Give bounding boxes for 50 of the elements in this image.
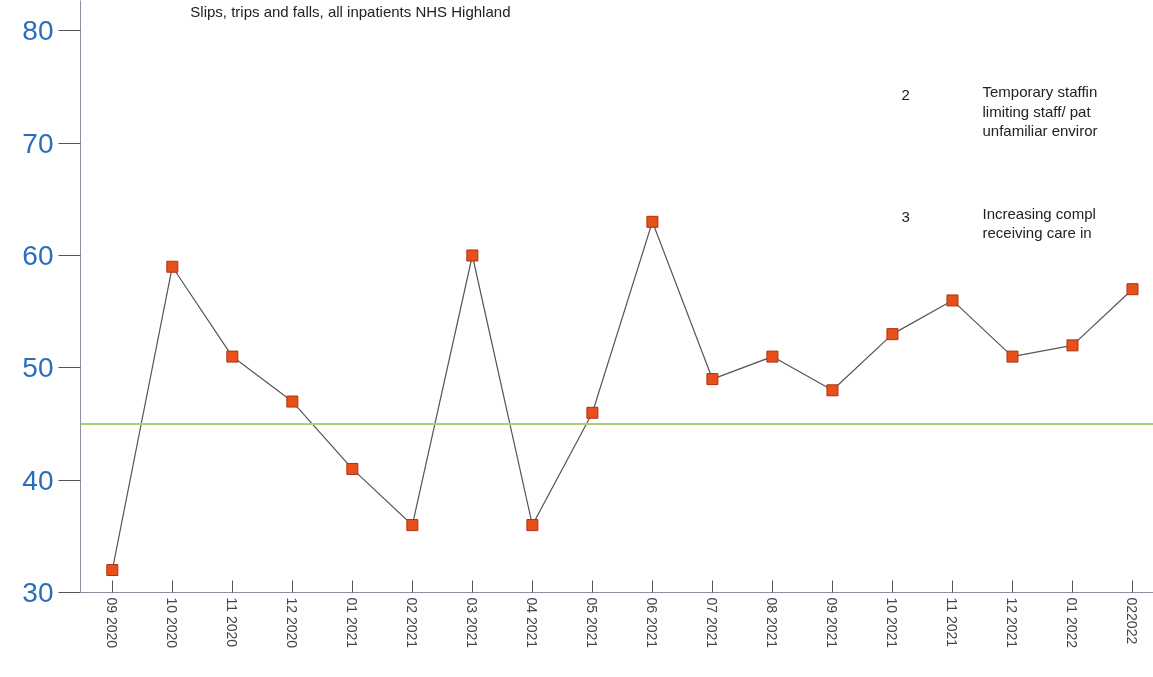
x-tick-label: 09 2020: [104, 597, 121, 649]
x-tick-label: 08 2021: [764, 597, 781, 649]
x-tick-label: 10 2021: [884, 597, 901, 649]
x-tick-label: 06 2021: [644, 597, 661, 649]
point: [826, 384, 839, 397]
y-tick-label: 30: [22, 577, 54, 608]
x-tick-label: 11 2020: [224, 597, 241, 648]
y-tick-label: 80: [22, 15, 54, 47]
point: [346, 462, 359, 475]
point: [946, 294, 959, 307]
annotation: receiving care in: [982, 223, 1092, 241]
x-tick-label: 11 2021: [944, 597, 961, 648]
point: [286, 395, 299, 408]
point: [646, 215, 659, 228]
point: [466, 249, 479, 262]
point: [886, 328, 899, 341]
point: [526, 519, 539, 532]
point: [406, 519, 419, 532]
x-tick-label: 12 2020: [284, 597, 301, 649]
annotation: limiting staff/ pat: [982, 102, 1092, 120]
annotation: Temporary staffin: [982, 83, 1098, 101]
point: [1126, 283, 1139, 296]
x-tick-label: 05 2021: [584, 597, 601, 649]
point: [1006, 350, 1019, 363]
point: [586, 406, 599, 419]
x-tick-label: 01 2021: [344, 597, 361, 649]
point: [706, 373, 719, 386]
annotation: unfamiliar enviror: [982, 121, 1098, 139]
point: [1066, 339, 1079, 352]
x-tick-label: 07 2021: [704, 597, 721, 649]
y-tick-label: 70: [22, 127, 54, 159]
annotation: 3: [901, 207, 910, 225]
x-tick-label: 022022: [1124, 597, 1141, 645]
annotation: 2: [901, 86, 910, 104]
y-tick-label: 60: [22, 240, 54, 271]
point: [226, 350, 239, 363]
x-tick-label: 12 2021: [1004, 597, 1021, 649]
point: [166, 260, 179, 273]
x-tick-label: 01 2022: [1064, 597, 1081, 649]
x-tick-label: 10 2020: [164, 597, 181, 649]
annotation: Increasing compl: [982, 204, 1096, 222]
chart-title: Slips, trips and falls, all inpatients NHS Highland: [190, 2, 511, 20]
x-tick-label: 09 2021: [824, 597, 841, 649]
y-tick-label: 40: [22, 464, 54, 496]
y-tick-label: 50: [22, 352, 54, 384]
x-tick-label: 04 2021: [524, 597, 541, 649]
x-tick-label: 02 2021: [404, 597, 421, 649]
x-tick-label: 03 2021: [464, 597, 481, 649]
point: [106, 564, 119, 577]
point: [766, 350, 779, 363]
